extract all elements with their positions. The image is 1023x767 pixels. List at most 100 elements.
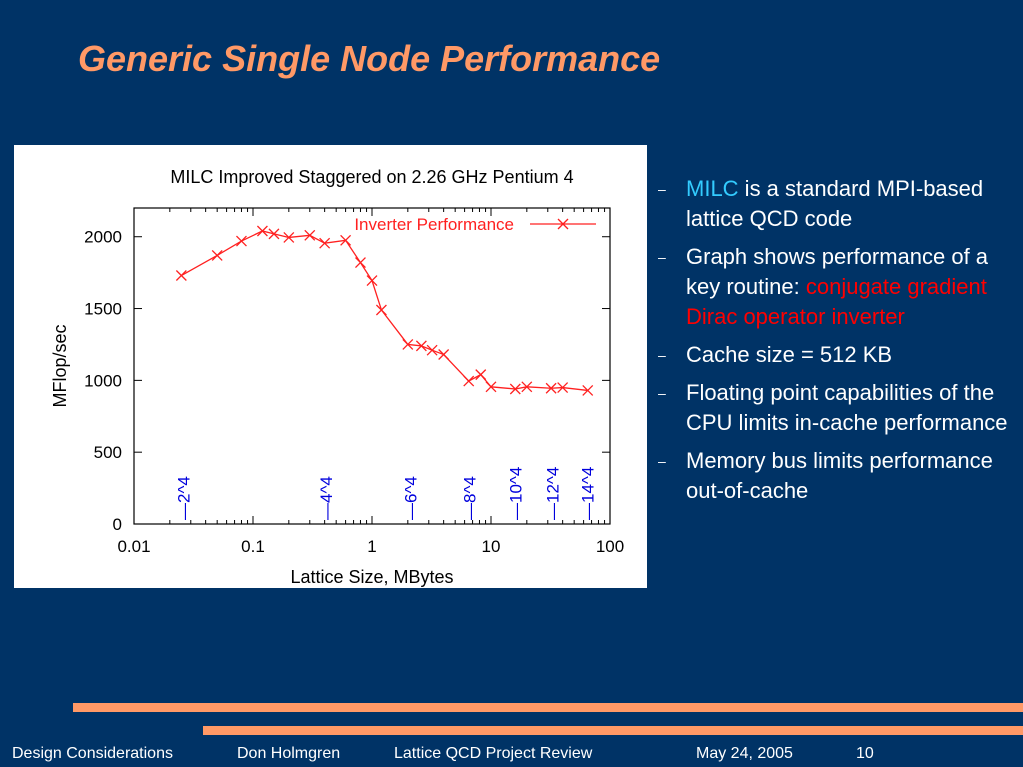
data-point-stroke — [340, 234, 352, 246]
footer-event: Lattice QCD Project Review — [394, 745, 593, 762]
data-point-stroke — [268, 228, 280, 240]
y-axis-label: MFlop/sec — [50, 324, 70, 407]
footer-author: Don Holmgren — [237, 745, 341, 762]
footer-section: Design Considerations — [12, 745, 173, 762]
data-point — [319, 237, 331, 249]
data-point-stroke — [438, 349, 450, 360]
data-point-stroke — [402, 338, 414, 350]
bullet-dash: – — [658, 249, 666, 265]
data-point — [304, 229, 316, 241]
data-point-stroke — [256, 225, 268, 237]
data-point — [366, 275, 378, 286]
y-axis-ticks: 0 500 1000 1500 2000 — [84, 228, 610, 534]
lattice-annotation: —4^4 — [317, 476, 336, 520]
lattice-annotation: —2^4 — [174, 476, 193, 520]
bullet-dash: – — [658, 385, 666, 401]
data-point — [582, 384, 594, 396]
data-point-stroke — [283, 231, 295, 243]
x-tick-label: 1 — [367, 537, 376, 556]
lattice-annotation: —14^4 — [579, 467, 598, 520]
footer-date: May 24, 2005 — [696, 745, 793, 762]
y-tick-label: 1000 — [84, 371, 122, 390]
data-point-stroke — [415, 340, 427, 352]
lattice-annotation: —6^4 — [401, 476, 420, 520]
x-tick-label: 10 — [482, 537, 501, 556]
data-point-stroke — [175, 270, 187, 281]
series-line — [181, 230, 588, 392]
data-point — [340, 234, 352, 246]
lattice-annotation: —8^4 — [461, 476, 480, 520]
x-axis-ticks: 0.01 0.1 1 10 100 — [117, 208, 624, 556]
bullet-text: Memory bus limits performance out-of-cac… — [686, 448, 993, 503]
bullet-text: conjugate gradient Dirac operator invert… — [686, 274, 987, 329]
legend: Inverter Performance — [354, 215, 596, 234]
slide-title: Generic Single Node Performance — [78, 38, 661, 79]
legend-marker — [557, 218, 569, 230]
bullet-text: is a standard MPI-based lattice QCD code — [686, 176, 984, 231]
data-point-stroke — [355, 257, 366, 269]
data-point-stroke — [582, 384, 594, 396]
data-point — [557, 382, 569, 394]
bullet-item: – Graph shows performance of a key routin… — [658, 242, 1018, 332]
x-axis-label: Lattice Size, MBytes — [290, 567, 453, 587]
data-point — [402, 338, 414, 350]
data-point-stroke — [211, 249, 223, 261]
data-point — [355, 257, 366, 269]
series-layer — [175, 225, 594, 396]
performance-chart: MILC Improved Staggered on 2.26 GHz Pent… — [50, 167, 624, 587]
data-point — [415, 340, 427, 352]
accent-bar-top — [73, 703, 1023, 712]
accent-bar-bottom — [203, 726, 1023, 735]
x-tick-label: 0.01 — [117, 537, 150, 556]
y-tick-label: 1500 — [84, 300, 122, 319]
data-point-stroke — [319, 237, 331, 249]
data-point-stroke — [366, 275, 378, 286]
bullet-item: – MILC is a standard MPI-based lattice QC… — [658, 174, 1018, 234]
data-point-stroke — [375, 304, 387, 316]
chart-title: MILC Improved Staggered on 2.26 GHz Pent… — [170, 167, 573, 187]
y-tick-label: 500 — [94, 443, 122, 462]
data-point-stroke — [545, 382, 557, 394]
footer: Design Considerations Don Holmgren Latti… — [0, 745, 1023, 765]
legend-label: Inverter Performance — [354, 215, 514, 234]
bullet-item: – Memory bus limits performance out-of-ca… — [658, 446, 1018, 506]
footer-page-number: 10 — [856, 745, 874, 762]
data-point — [485, 381, 497, 393]
data-point-stroke — [475, 369, 487, 381]
data-point — [283, 231, 295, 243]
lattice-annotation: —12^4 — [544, 467, 563, 520]
data-point-stroke — [557, 382, 569, 394]
data-point-stroke — [463, 375, 475, 387]
data-point — [175, 270, 187, 281]
x-tick-label: 100 — [596, 537, 624, 556]
data-point-stroke — [304, 229, 316, 241]
y-tick-label: 2000 — [84, 228, 122, 247]
bullet-item: – Floating point capabilities of the CPU … — [658, 378, 1018, 438]
data-point — [509, 383, 521, 395]
chart-panel: MILC Improved Staggered on 2.26 GHz Pent… — [14, 145, 647, 588]
plot-frame — [133, 207, 611, 525]
bullet-list: – MILC is a standard MPI-based lattice QC… — [658, 174, 1018, 514]
data-point-stroke — [509, 383, 521, 395]
bullet-dash: – — [658, 181, 666, 197]
data-point-stroke — [426, 344, 438, 356]
y-tick-label: 0 — [113, 515, 122, 534]
data-point — [463, 375, 475, 387]
x-tick-label: 0.1 — [241, 537, 265, 556]
lattice-size-annotations: —2^4 —4^4 —6^4 —8^4 —10^4 —12^4 —14^4 — [174, 467, 597, 520]
bullet-text: Graph shows performance of a key routine… — [686, 244, 989, 299]
data-point-stroke — [485, 381, 497, 393]
legend-sample — [530, 218, 596, 230]
bullet-item: – Cache size = 512 KB — [658, 340, 1018, 370]
data-point — [236, 235, 247, 247]
bullet-text: Floating point capabilities of the CPU l… — [686, 380, 1008, 435]
bullet-text: Cache size = 512 KB — [686, 342, 893, 367]
bullet-text: MILC — [686, 176, 739, 201]
data-point — [438, 349, 450, 360]
data-point — [256, 225, 268, 237]
data-point — [268, 228, 280, 240]
data-point — [521, 381, 533, 393]
bullet-dash: – — [658, 453, 666, 469]
data-point — [426, 344, 438, 356]
lattice-annotation: —10^4 — [506, 467, 525, 520]
